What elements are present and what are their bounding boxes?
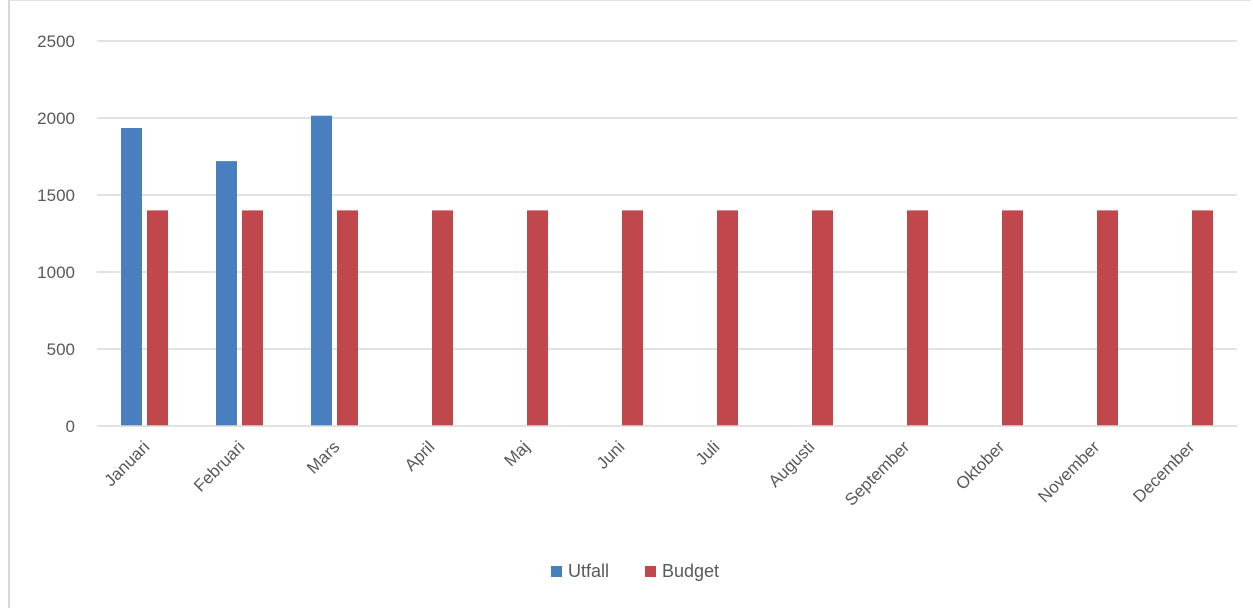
bar-budget-november (1097, 210, 1118, 426)
y-tick-label: 2000 (37, 109, 75, 128)
bar-budget-februari (242, 210, 263, 426)
bar-budget-december (1192, 210, 1213, 426)
x-tick-label: Oktober (952, 437, 1008, 493)
x-tick-label: Juli (692, 437, 723, 468)
y-tick-label: 2500 (37, 32, 75, 51)
y-tick-label: 1000 (37, 263, 75, 282)
bar-budget-juni (622, 210, 643, 426)
bar-budget-augusti (812, 210, 833, 426)
y-axis-ticks: 0 500 1000 1500 2000 2500 (37, 32, 75, 436)
legend-label-utfall: Utfall (568, 561, 609, 581)
legend: Utfall Budget (551, 561, 719, 581)
y-tick-label: 1500 (37, 186, 75, 205)
x-tick-label: November (1034, 437, 1103, 506)
legend-swatch-utfall (551, 566, 562, 577)
x-tick-label: April (401, 437, 438, 474)
chart-frame (8, 0, 1251, 608)
gridlines (97, 40, 1237, 350)
x-tick-label: Januari (100, 437, 153, 490)
bar-utfall-januari (121, 128, 142, 426)
x-tick-label: Maj (501, 437, 534, 470)
x-tick-label: Februari (190, 437, 248, 495)
bar-budget-juli (717, 210, 738, 426)
bar-utfall-februari (216, 161, 237, 426)
y-tick-label: 500 (47, 340, 75, 359)
bar-utfall-mars (311, 115, 332, 426)
x-tick-label: September (841, 437, 913, 509)
x-tick-label: Augusti (765, 437, 819, 491)
x-tick-label: Juni (593, 437, 628, 472)
bar-budget-januari (147, 210, 168, 426)
legend-swatch-budget (645, 566, 656, 577)
bars (121, 115, 1213, 426)
bar-budget-april (432, 210, 453, 426)
bar-budget-september (907, 210, 928, 426)
bar-budget-oktober (1002, 210, 1023, 426)
bar-budget-maj (527, 210, 548, 426)
bar-budget-mars (337, 210, 358, 426)
y-tick-label: 0 (66, 417, 75, 436)
x-tick-label: Mars (303, 437, 343, 477)
legend-label-budget: Budget (662, 561, 719, 581)
x-axis-ticks: Januari Februari Mars April Maj Juni Juli Augus… (100, 437, 1198, 509)
x-tick-label: December (1129, 437, 1198, 506)
